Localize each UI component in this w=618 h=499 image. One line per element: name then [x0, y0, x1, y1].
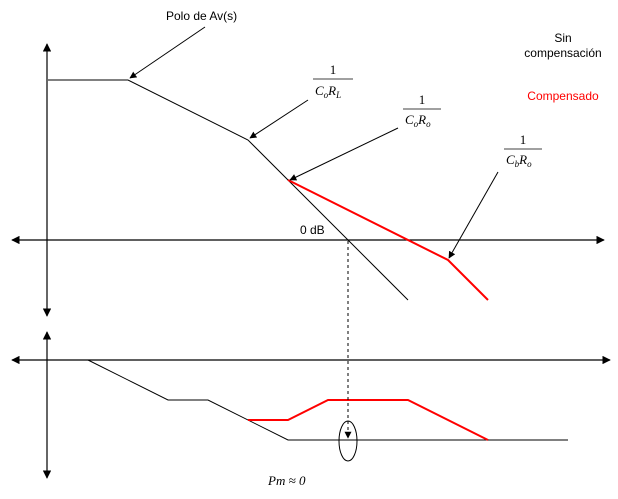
- fraction-co-ro: 1 CoRo: [403, 92, 441, 129]
- polo-label: Polo de Av(s): [166, 9, 237, 23]
- magnitude-uncompensated-curve: [48, 79, 409, 301]
- f3-pointer-arrow: [448, 171, 499, 259]
- phase-margin-ellipse: [338, 420, 358, 462]
- fraction-co-rl-denominator: CoRL: [315, 83, 341, 100]
- phase-margin-label: Pm ≈ 0: [267, 473, 306, 488]
- zero-db-label: 0 dB: [300, 223, 325, 237]
- f2-pointer-arrow: [289, 127, 399, 181]
- fraction-cb-ro-denominator: CbRo: [506, 152, 532, 169]
- f1-pointer-arrow: [249, 99, 309, 139]
- fraction-co-ro-numerator: 1: [419, 92, 426, 107]
- fraction-co-rl: 1 CoRL: [313, 62, 353, 100]
- fraction-co-ro-denominator: CoRo: [405, 112, 431, 129]
- polo-pointer-arrow: [129, 26, 206, 79]
- compensado-label: Compensado: [527, 89, 599, 103]
- sin-compensacion-label-line2: compensación: [524, 46, 601, 60]
- fraction-co-rl-numerator: 1: [330, 62, 337, 77]
- fraction-cb-ro: 1 CbRo: [504, 132, 542, 169]
- magnitude-compensated-curve: [287, 179, 489, 301]
- fraction-cb-ro-numerator: 1: [520, 132, 527, 147]
- sin-compensacion-label-line1: Sin: [554, 31, 571, 45]
- phase-uncompensated-curve: [87, 359, 568, 441]
- phase-compensated-curve: [248, 399, 489, 441]
